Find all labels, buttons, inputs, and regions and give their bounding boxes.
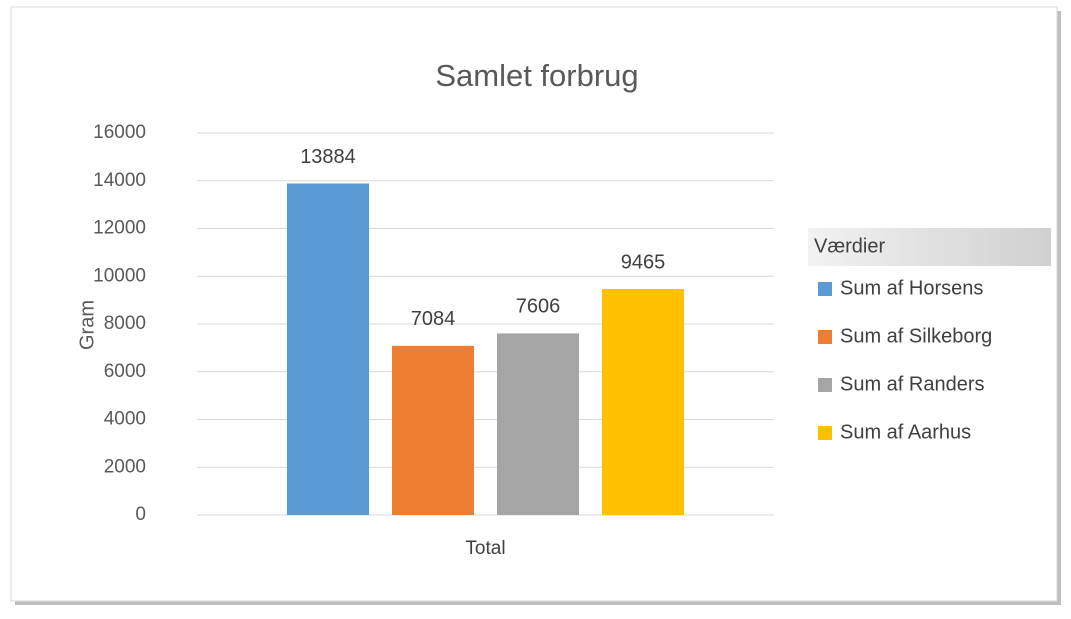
bar <box>392 345 474 515</box>
data-label: 7084 <box>411 308 456 330</box>
legend-entry: Sum af Horsens <box>840 277 983 299</box>
bar <box>497 333 579 515</box>
y-tick-label: 10000 <box>93 265 146 286</box>
bar <box>287 183 369 515</box>
legend-entry: Sum af Aarhus <box>840 421 971 443</box>
data-label: 13884 <box>300 146 356 168</box>
y-tick-label: 16000 <box>93 122 146 143</box>
legend-swatch <box>818 378 832 392</box>
legend-swatch <box>818 330 832 344</box>
y-axis-label: Gram <box>76 300 98 350</box>
chart-title: Samlet forbrug <box>435 58 638 93</box>
legend-title-box <box>808 228 1051 266</box>
bar <box>602 289 684 515</box>
y-tick-label: 14000 <box>93 170 146 191</box>
y-tick-label: 2000 <box>104 456 146 477</box>
y-tick-label: 0 <box>135 504 146 525</box>
legend-swatch <box>818 426 832 440</box>
y-tick-label: 4000 <box>104 409 146 430</box>
y-tick-label: 6000 <box>104 361 146 382</box>
data-label: 7606 <box>516 296 561 318</box>
legend-entry: Sum af Silkeborg <box>840 325 992 347</box>
y-tick-label: 12000 <box>93 218 146 239</box>
y-tick-label: 8000 <box>104 313 146 334</box>
legend-swatch <box>818 282 832 296</box>
data-label: 9465 <box>621 251 666 273</box>
x-tick-label: Total <box>465 538 505 559</box>
legend-entry: Sum af Randers <box>840 373 985 395</box>
legend-title: Værdier <box>814 235 885 257</box>
